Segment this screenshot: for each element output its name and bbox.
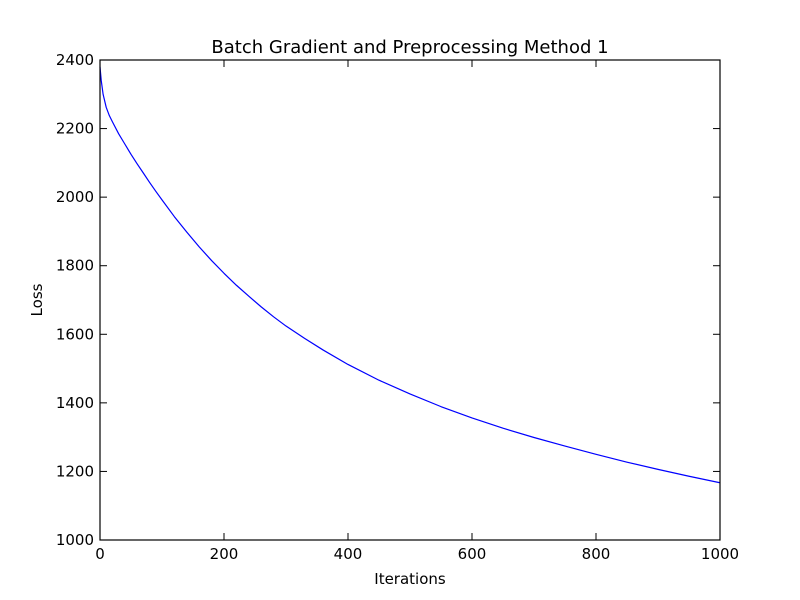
x-axis-label: Iterations: [374, 570, 446, 588]
y-tick-label: 1600: [56, 325, 94, 343]
x-tick-label: 400: [334, 545, 363, 563]
x-tick-label: 1000: [701, 545, 739, 563]
y-tick-label: 2400: [56, 51, 94, 69]
x-axis: 0 200 400 600 800 1000: [95, 60, 739, 563]
y-tick-label: 1000: [56, 531, 94, 549]
plot-area: [99, 66, 721, 484]
y-tick-label: 2200: [56, 120, 94, 138]
y-tick-label: 2000: [56, 188, 94, 206]
x-tick-label: 600: [458, 545, 487, 563]
y-tick-label: 1800: [56, 257, 94, 275]
x-tick-label: 800: [582, 545, 611, 563]
y-axis-label: Loss: [28, 283, 46, 316]
chart-title: Batch Gradient and Preprocessing Method …: [211, 37, 608, 58]
y-tick-label: 1200: [56, 462, 94, 480]
series-line: [99, 66, 721, 484]
plot-frame: [99, 59, 721, 541]
y-tick-label: 1400: [56, 394, 94, 412]
y-axis: 1000 1200 1400 1600 1800 2000 2200 2400: [56, 51, 720, 549]
x-tick-label: 0: [95, 545, 105, 563]
x-tick-label: 200: [210, 545, 239, 563]
